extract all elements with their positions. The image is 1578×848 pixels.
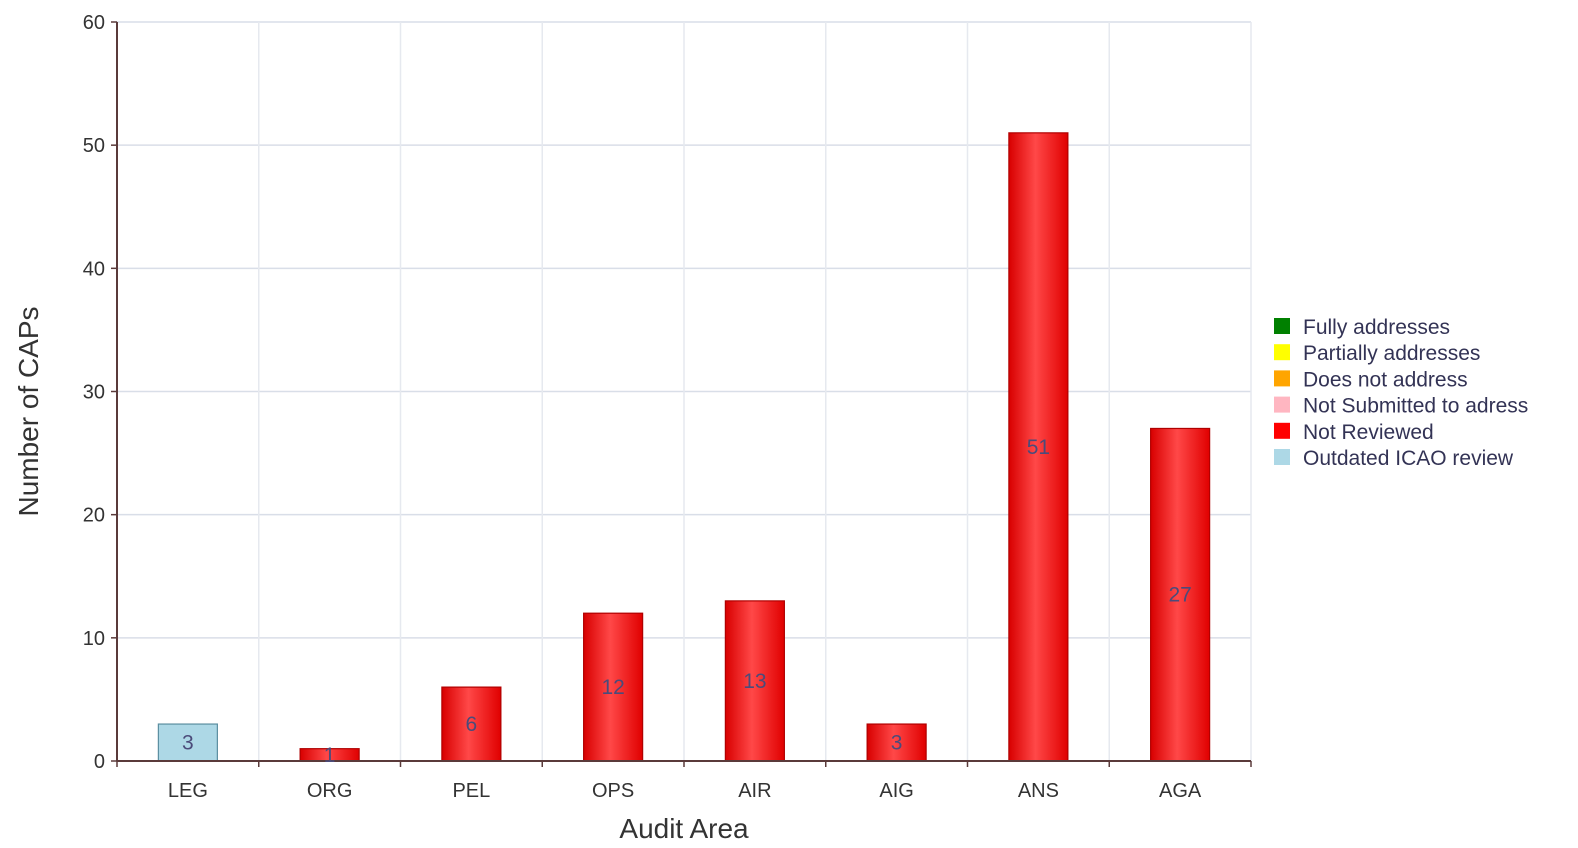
legend-item[interactable]: Not Submitted to adress [1274, 395, 1528, 418]
bar-ops[interactable] [583, 612, 644, 762]
legend-swatch [1274, 318, 1290, 334]
data-label-org: 1 [324, 744, 336, 767]
legend-item[interactable]: Fully addresses [1274, 316, 1450, 339]
data-label-aga: 27 [1168, 584, 1191, 607]
gridlines [117, 21, 1252, 761]
y-tick-label: 60 [83, 12, 105, 34]
legend-item[interactable]: Outdated ICAO review [1274, 447, 1514, 470]
data-label-pel: 6 [466, 713, 478, 736]
legend-swatch [1274, 344, 1290, 361]
y-tick-label: 10 [83, 628, 105, 650]
bar-aig[interactable] [866, 723, 927, 762]
x-tick-label: OPS [592, 780, 634, 802]
x-tick-label: LEG [168, 780, 208, 802]
y-tick-label: 40 [83, 258, 105, 280]
bar-pel[interactable] [441, 686, 502, 762]
legend-label: Fully addresses [1303, 316, 1450, 339]
x-tick-label: ORG [307, 780, 353, 802]
legend-swatch [1274, 449, 1290, 465]
y-tick-label: 50 [83, 135, 105, 157]
legend-item[interactable]: Does not address [1274, 368, 1468, 391]
y-tick-label: 30 [83, 382, 105, 404]
legend-swatch [1274, 370, 1290, 387]
y-tick-label: 20 [83, 505, 105, 527]
data-label-ops: 12 [601, 676, 624, 699]
legend-label: Does not address [1303, 368, 1468, 391]
x-tick-label: ANS [1018, 780, 1059, 802]
x-tick-label: PEL [452, 780, 490, 802]
legend-swatch [1274, 422, 1290, 439]
x-tick-label: AGA [1159, 780, 1202, 802]
legend-swatch [1274, 396, 1290, 413]
axes [111, 21, 1252, 767]
x-axis-title: Audit Area [619, 813, 749, 844]
bars [157, 132, 1211, 762]
data-label-ans: 51 [1027, 436, 1050, 459]
legend-label: Partially addresses [1303, 342, 1480, 365]
y-tick-label: 0 [94, 751, 105, 773]
data-label-aig: 3 [891, 732, 903, 755]
legend-label: Not Reviewed [1303, 421, 1434, 444]
y-axis-title: Number of CAPs [13, 306, 44, 516]
legend-item[interactable]: Not Reviewed [1274, 421, 1434, 444]
legend-label: Outdated ICAO review [1303, 447, 1514, 470]
labels: 0 10 20 30 40 50 60 3 LEG 1 ORG 6 PEL 12 OPS 13 AIR 3 AIG 5… [13, 12, 1202, 844]
bar-air[interactable] [724, 600, 785, 762]
bar-ans[interactable] [1008, 132, 1069, 762]
data-label-air: 13 [743, 670, 766, 693]
legend: Fully addresses Partially addresses Does n… [1274, 316, 1528, 470]
x-tick-label: AIG [879, 780, 913, 802]
legend-item[interactable]: Partially addresses [1274, 342, 1480, 365]
bar-aga[interactable] [1150, 427, 1211, 762]
data-label-leg: 3 [182, 732, 194, 755]
legend-label: Not Submitted to adress [1303, 395, 1528, 418]
x-tick-label: AIR [738, 780, 771, 802]
